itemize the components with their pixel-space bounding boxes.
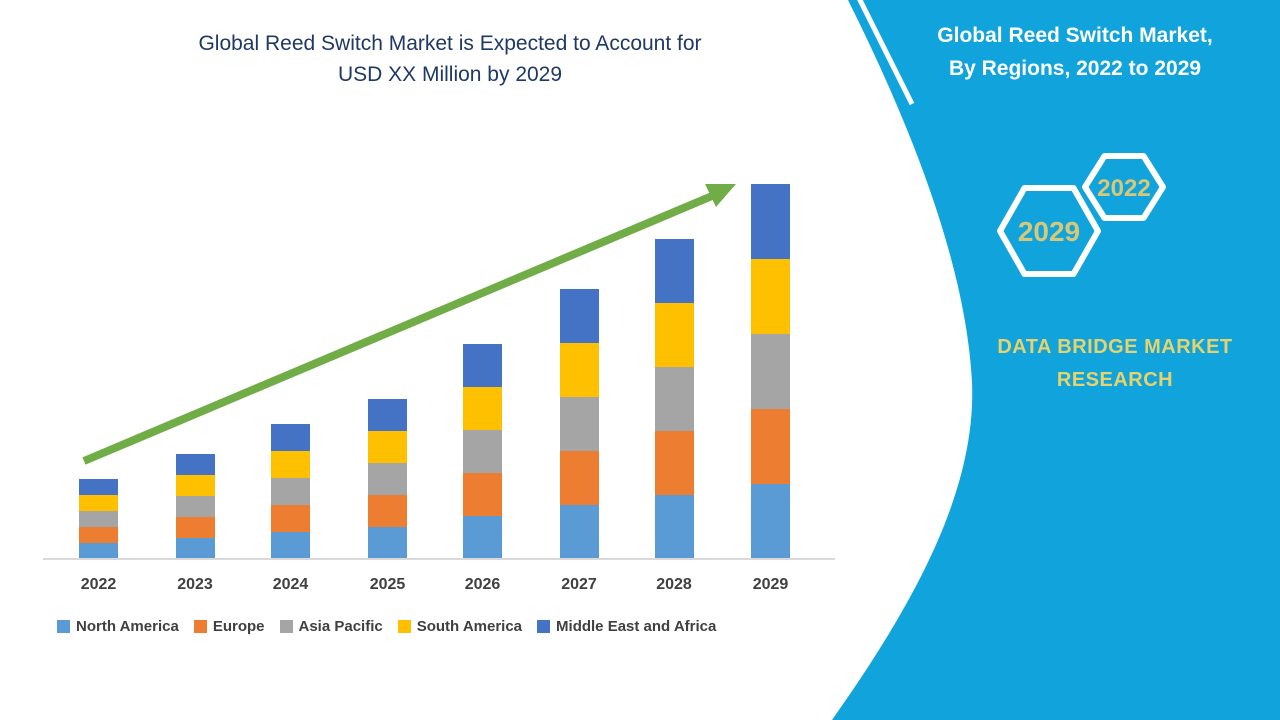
bar-segment-middle-east-and-africa <box>751 184 790 259</box>
bar-segment-north-america <box>271 532 310 559</box>
bar-2029 <box>751 184 790 559</box>
legend-swatch-icon <box>397 620 411 633</box>
brand-name-line2: RESEARCH <box>1056 369 1174 391</box>
x-axis-label-2026: 2026 <box>464 576 501 593</box>
bar-segment-europe <box>559 451 599 505</box>
hexagon-2029-year-label: 2029 <box>1018 216 1080 247</box>
bar-segment-europe <box>175 517 215 538</box>
bar-2024 <box>271 424 310 559</box>
hexagon-2022-badge <box>1082 153 1166 221</box>
bar-segment-south-america <box>271 451 310 478</box>
bar-segment-asia-pacific <box>463 430 502 473</box>
legend-item-south-america: South America <box>397 618 523 635</box>
bar-2022 <box>79 479 118 559</box>
bar-2026 <box>463 344 502 559</box>
bar-segment-north-america <box>463 516 502 559</box>
bar-segment-north-america <box>559 505 599 559</box>
legend-item-north-america: North America <box>57 618 179 635</box>
x-axis-label-2027: 2027 <box>561 576 597 593</box>
trend-arrow-shaft <box>82 192 714 465</box>
legend-item-asia-pacific: Asia Pacific <box>279 618 383 635</box>
legend-swatch-icon <box>537 620 551 633</box>
bar-segment-asia-pacific <box>175 496 215 517</box>
sidebar-title-line1: Global Reed Switch Market, <box>937 24 1213 47</box>
bar-segment-europe <box>654 431 694 495</box>
sidebar-title-line2: By Regions, 2022 to 2029 <box>948 57 1202 80</box>
bar-2028 <box>654 239 694 559</box>
bar-segment-asia-pacific <box>271 478 310 505</box>
bar-segment-asia-pacific <box>368 463 407 495</box>
chart-title-line1: Global Reed Switch Market is Expected to… <box>198 32 702 55</box>
bar-segment-middle-east-and-africa <box>463 344 502 387</box>
bar-segment-europe <box>463 473 502 516</box>
bar-segment-asia-pacific <box>751 334 790 409</box>
sidebar-title: Global Reed Switch Market, By Regions, 2… <box>880 19 1270 85</box>
sidebar-panel-shape <box>832 0 1280 720</box>
bar-segment-north-america <box>79 543 118 559</box>
chart-title-line2: USD XX Million by 2029 <box>337 63 563 86</box>
bar-segment-south-america <box>368 431 407 463</box>
bar-segment-north-america <box>368 527 407 559</box>
bar-segment-south-america <box>654 303 694 367</box>
bar-segment-middle-east-and-africa <box>559 289 599 343</box>
legend-item-europe: Europe <box>193 618 265 635</box>
bar-2027 <box>559 289 599 559</box>
legend-swatch-icon <box>57 620 70 633</box>
bar-segment-europe <box>751 409 790 484</box>
legend: North America Europe Asia Pacific South Ame… <box>57 618 716 635</box>
x-axis-label-2028: 2028 <box>656 576 692 593</box>
legend-item-middle-east-and-africa: Middle East and Africa <box>537 618 716 635</box>
x-axis-label-2022: 2022 <box>80 576 117 593</box>
stacked-bar-chart <box>79 184 790 559</box>
bar-segment-north-america <box>175 538 215 559</box>
bar-segment-north-america <box>751 484 790 559</box>
bar-segment-middle-east-and-africa <box>175 454 215 475</box>
chart-title: Global Reed Switch Market is Expected to… <box>0 28 900 90</box>
legend-label: North America <box>76 618 179 635</box>
bar-segment-asia-pacific <box>79 511 118 527</box>
bar-segment-middle-east-and-africa <box>654 239 694 303</box>
legend-label: Asia Pacific <box>298 618 383 635</box>
bar-segment-south-america <box>79 495 118 511</box>
x-axis-label-2029: 2029 <box>752 576 789 593</box>
x-axis-line <box>43 558 835 560</box>
hexagon-2029-badge <box>997 185 1101 277</box>
bar-2023 <box>175 454 215 559</box>
bar-segment-north-america <box>654 495 694 559</box>
hexagon-2022-year-label: 2022 <box>1097 175 1150 202</box>
bar-segment-south-america <box>751 259 790 334</box>
trend-arrow <box>82 184 736 465</box>
bar-segment-asia-pacific <box>654 367 694 431</box>
x-axis-label-2024: 2024 <box>272 576 309 593</box>
bar-2025 <box>368 399 407 559</box>
x-axis-label-2025: 2025 <box>369 576 406 593</box>
bar-segment-south-america <box>559 343 599 397</box>
bar-segment-middle-east-and-africa <box>79 479 118 495</box>
legend-label: Middle East and Africa <box>556 618 717 635</box>
legend-swatch-icon <box>193 620 207 633</box>
bar-segment-europe <box>368 495 407 527</box>
bar-segment-middle-east-and-africa <box>368 399 407 431</box>
bar-segment-middle-east-and-africa <box>271 424 310 451</box>
brand-name-line1: DATA BRIDGE MARKET <box>997 336 1233 358</box>
legend-swatch-icon <box>279 620 293 633</box>
bar-segment-south-america <box>175 475 215 496</box>
bar-segment-asia-pacific <box>559 397 599 451</box>
panel-accent-cut-line <box>857 0 915 106</box>
legend-label: Europe <box>212 618 265 635</box>
bar-segment-south-america <box>463 387 502 430</box>
bar-segment-europe <box>79 527 118 543</box>
brand-name: DATA BRIDGE MARKET RESEARCH <box>945 331 1280 397</box>
x-axis-label-2023: 2023 <box>177 576 213 593</box>
trend-arrow-head <box>705 184 736 207</box>
bar-segment-europe <box>271 505 310 532</box>
legend-label: South America <box>416 618 523 635</box>
